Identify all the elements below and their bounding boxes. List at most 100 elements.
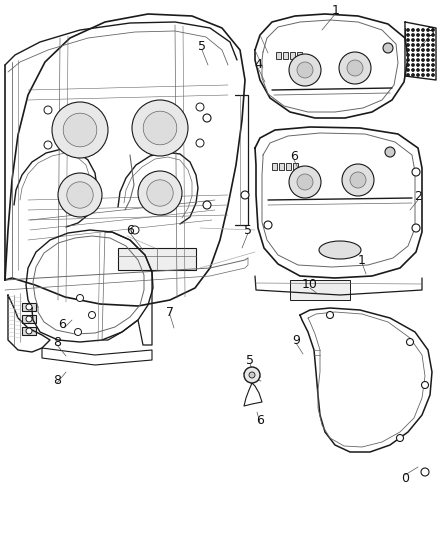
Circle shape	[406, 49, 410, 52]
Circle shape	[431, 74, 434, 77]
Circle shape	[417, 38, 420, 42]
Circle shape	[431, 63, 434, 67]
Text: 1: 1	[332, 4, 340, 17]
Circle shape	[52, 102, 108, 158]
Text: 6: 6	[58, 319, 66, 332]
Circle shape	[196, 103, 204, 111]
Bar	[293, 163, 298, 170]
Circle shape	[297, 174, 313, 190]
Circle shape	[350, 172, 366, 188]
Circle shape	[406, 338, 413, 345]
Circle shape	[196, 139, 204, 147]
Circle shape	[431, 38, 434, 42]
Circle shape	[406, 28, 410, 31]
Text: 5: 5	[246, 353, 254, 367]
Bar	[272, 163, 277, 170]
Circle shape	[417, 28, 420, 31]
Circle shape	[412, 168, 420, 176]
Circle shape	[411, 49, 414, 52]
Text: 9: 9	[292, 334, 300, 346]
Circle shape	[411, 44, 414, 46]
Bar	[276, 52, 281, 59]
Circle shape	[138, 171, 182, 215]
Text: 3: 3	[426, 26, 434, 38]
Circle shape	[431, 53, 434, 56]
Circle shape	[44, 106, 52, 114]
Circle shape	[385, 147, 395, 157]
Circle shape	[417, 59, 420, 61]
Circle shape	[421, 468, 429, 476]
Circle shape	[244, 367, 260, 383]
Circle shape	[203, 114, 211, 122]
Circle shape	[421, 382, 428, 389]
Circle shape	[63, 113, 97, 147]
Circle shape	[417, 63, 420, 67]
Circle shape	[411, 28, 414, 31]
Text: 6: 6	[290, 150, 298, 164]
Circle shape	[406, 74, 410, 77]
Circle shape	[411, 53, 414, 56]
Circle shape	[431, 44, 434, 46]
Circle shape	[411, 63, 414, 67]
Bar	[283, 52, 288, 59]
Circle shape	[427, 34, 430, 36]
Circle shape	[431, 34, 434, 36]
Circle shape	[411, 59, 414, 61]
Circle shape	[431, 49, 434, 52]
Circle shape	[264, 221, 272, 229]
Circle shape	[342, 164, 374, 196]
Circle shape	[417, 44, 420, 46]
Circle shape	[26, 304, 32, 310]
Bar	[22, 327, 36, 335]
Ellipse shape	[319, 241, 361, 259]
Circle shape	[406, 38, 410, 42]
Circle shape	[406, 63, 410, 67]
Circle shape	[427, 74, 430, 77]
Circle shape	[406, 53, 410, 56]
Circle shape	[431, 59, 434, 61]
Circle shape	[411, 38, 414, 42]
Circle shape	[427, 63, 430, 67]
Bar	[290, 52, 295, 59]
Circle shape	[411, 69, 414, 71]
Circle shape	[339, 52, 371, 84]
Circle shape	[88, 311, 95, 319]
Circle shape	[421, 53, 424, 56]
Circle shape	[421, 69, 424, 71]
Circle shape	[427, 49, 430, 52]
Circle shape	[427, 44, 430, 46]
Circle shape	[406, 44, 410, 46]
Circle shape	[417, 49, 420, 52]
Bar	[22, 303, 36, 311]
Circle shape	[249, 372, 255, 378]
Text: 2: 2	[414, 190, 422, 204]
Circle shape	[26, 316, 32, 322]
Text: 6: 6	[256, 414, 264, 426]
Circle shape	[406, 34, 410, 36]
Circle shape	[44, 141, 52, 149]
Circle shape	[77, 295, 84, 302]
Circle shape	[131, 226, 139, 234]
Text: 8: 8	[53, 335, 61, 349]
Circle shape	[421, 28, 424, 31]
Circle shape	[421, 44, 424, 46]
Circle shape	[132, 100, 188, 156]
Circle shape	[326, 311, 333, 319]
Circle shape	[241, 191, 249, 199]
Circle shape	[421, 38, 424, 42]
Circle shape	[427, 38, 430, 42]
Circle shape	[411, 74, 414, 77]
Circle shape	[147, 180, 173, 206]
Circle shape	[74, 328, 81, 335]
Circle shape	[417, 69, 420, 71]
Bar	[22, 315, 36, 323]
Circle shape	[427, 28, 430, 31]
Circle shape	[58, 173, 102, 217]
Circle shape	[406, 69, 410, 71]
Circle shape	[421, 34, 424, 36]
Circle shape	[412, 224, 420, 232]
Circle shape	[143, 111, 177, 145]
Circle shape	[421, 59, 424, 61]
Circle shape	[421, 74, 424, 77]
Text: 8: 8	[53, 374, 61, 386]
